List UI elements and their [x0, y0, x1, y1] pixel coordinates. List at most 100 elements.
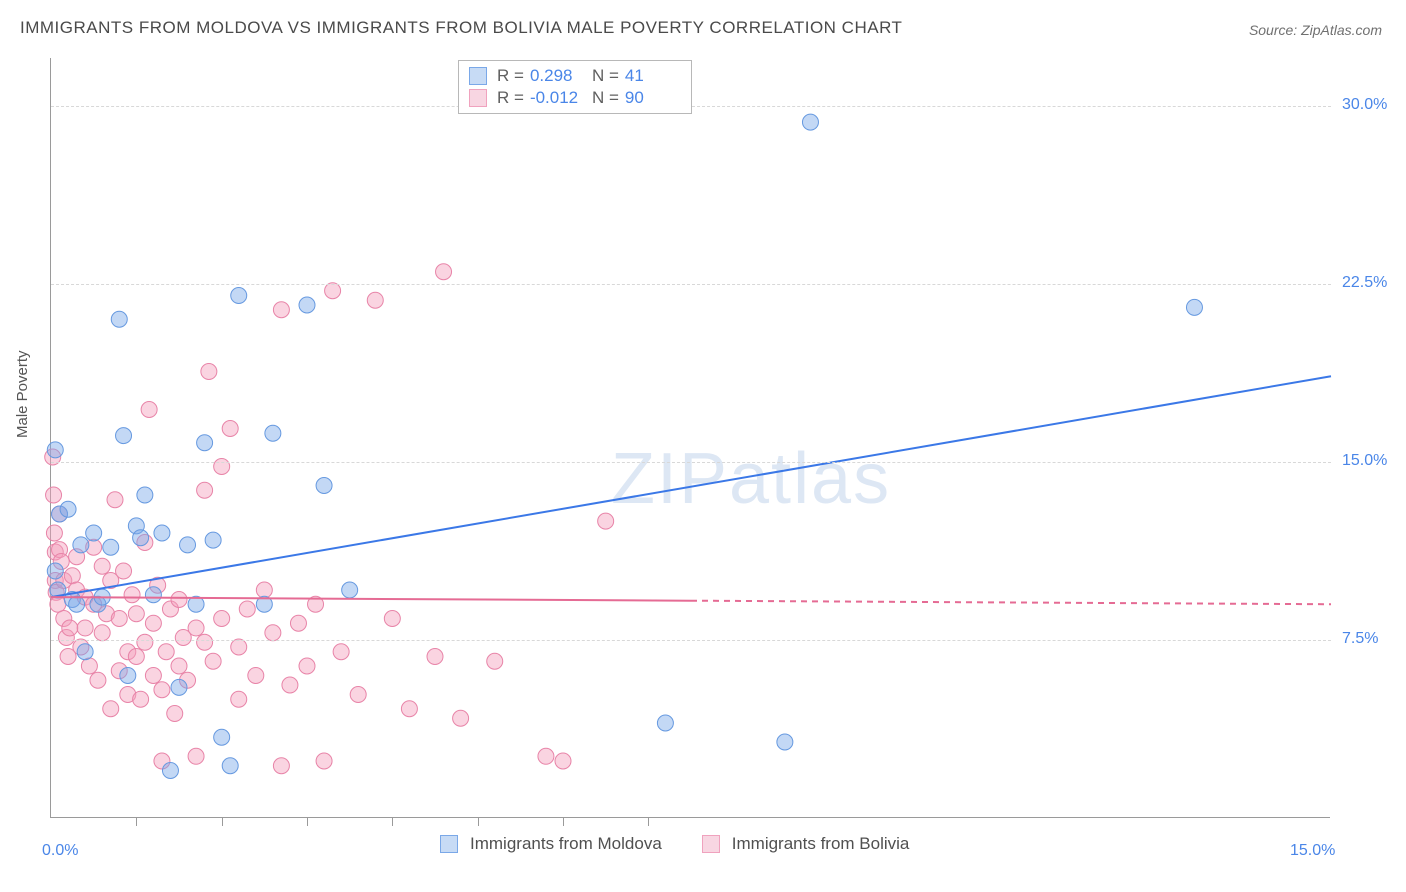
- data-point: [214, 611, 230, 627]
- data-point: [222, 758, 238, 774]
- data-point: [273, 302, 289, 318]
- data-point: [180, 537, 196, 553]
- trend-line: [51, 376, 1331, 597]
- data-point: [111, 611, 127, 627]
- data-point: [124, 587, 140, 603]
- data-point: [145, 587, 161, 603]
- data-point: [128, 606, 144, 622]
- stat-n-label: N =: [592, 65, 619, 87]
- x-tick-mark: [563, 818, 564, 826]
- data-point: [90, 672, 106, 688]
- data-point: [222, 421, 238, 437]
- data-point: [77, 644, 93, 660]
- data-point: [77, 620, 93, 636]
- data-point: [188, 748, 204, 764]
- data-point: [47, 442, 63, 458]
- data-point: [50, 596, 66, 612]
- data-point: [60, 501, 76, 517]
- data-point: [231, 691, 247, 707]
- data-point: [64, 568, 80, 584]
- data-point: [239, 601, 255, 617]
- y-tick-label: 22.5%: [1342, 274, 1387, 292]
- data-point: [145, 668, 161, 684]
- data-point: [316, 753, 332, 769]
- data-point: [487, 653, 503, 669]
- data-point: [47, 563, 63, 579]
- data-point: [171, 679, 187, 695]
- data-point: [299, 297, 315, 313]
- data-point: [273, 758, 289, 774]
- data-point: [120, 668, 136, 684]
- stat-r-label: R =: [497, 87, 524, 109]
- data-point: [401, 701, 417, 717]
- stat-n-label: N =: [592, 87, 619, 109]
- legend-swatch-bolivia: [702, 835, 720, 853]
- data-point: [214, 729, 230, 745]
- data-point: [158, 644, 174, 660]
- grid-line: [51, 640, 1331, 641]
- x-tick-mark: [136, 818, 137, 826]
- data-point: [657, 715, 673, 731]
- data-point: [133, 530, 149, 546]
- data-point: [205, 653, 221, 669]
- data-point: [384, 611, 400, 627]
- data-point: [81, 658, 97, 674]
- data-point: [197, 435, 213, 451]
- data-point: [777, 734, 793, 750]
- data-point: [167, 706, 183, 722]
- x-tick-label: 15.0%: [1290, 842, 1335, 860]
- data-point: [162, 763, 178, 779]
- data-point: [290, 615, 306, 631]
- data-point: [137, 487, 153, 503]
- data-point: [116, 428, 132, 444]
- data-point: [205, 532, 221, 548]
- stats-row-bolivia: R = -0.012 N = 90: [469, 87, 681, 109]
- data-point: [1186, 299, 1202, 315]
- legend-swatch-moldova: [469, 67, 487, 85]
- stat-n-bolivia: 90: [625, 87, 681, 109]
- data-point: [171, 658, 187, 674]
- data-point: [107, 492, 123, 508]
- data-point: [145, 615, 161, 631]
- data-point: [111, 311, 127, 327]
- stat-r-label: R =: [497, 65, 524, 87]
- data-point: [342, 582, 358, 598]
- plot-area: ZIPatlas: [50, 58, 1330, 818]
- data-point: [141, 402, 157, 418]
- x-tick-label: 0.0%: [42, 842, 78, 860]
- stat-r-moldova: 0.298: [530, 65, 586, 87]
- bottom-legend: Immigrants from Moldova Immigrants from …: [440, 834, 909, 854]
- x-tick-mark: [222, 818, 223, 826]
- stat-n-moldova: 41: [625, 65, 681, 87]
- data-point: [116, 563, 132, 579]
- legend-item-moldova: Immigrants from Moldova: [440, 834, 662, 854]
- trend-line-dashed: [691, 601, 1331, 605]
- scatter-svg: [51, 58, 1331, 818]
- x-tick-mark: [648, 818, 649, 826]
- data-point: [128, 649, 144, 665]
- data-point: [46, 525, 62, 541]
- data-point: [197, 482, 213, 498]
- data-point: [62, 620, 78, 636]
- legend-label-moldova: Immigrants from Moldova: [470, 834, 662, 854]
- data-point: [154, 682, 170, 698]
- data-point: [333, 644, 349, 660]
- data-point: [256, 582, 272, 598]
- data-point: [265, 425, 281, 441]
- data-point: [538, 748, 554, 764]
- legend-swatch-bolivia: [469, 89, 487, 107]
- legend-label-bolivia: Immigrants from Bolivia: [732, 834, 910, 854]
- y-tick-label: 7.5%: [1342, 630, 1378, 648]
- data-point: [802, 114, 818, 130]
- data-point: [265, 625, 281, 641]
- data-point: [94, 625, 110, 641]
- grid-line: [51, 462, 1331, 463]
- stats-legend: R = 0.298 N = 41 R = -0.012 N = 90: [458, 60, 692, 114]
- data-point: [154, 525, 170, 541]
- data-point: [103, 701, 119, 717]
- chart-title: IMMIGRANTS FROM MOLDOVA VS IMMIGRANTS FR…: [20, 18, 902, 38]
- data-point: [197, 634, 213, 650]
- y-axis-label: Male Poverty: [14, 350, 31, 438]
- y-tick-label: 15.0%: [1342, 452, 1387, 470]
- data-point: [299, 658, 315, 674]
